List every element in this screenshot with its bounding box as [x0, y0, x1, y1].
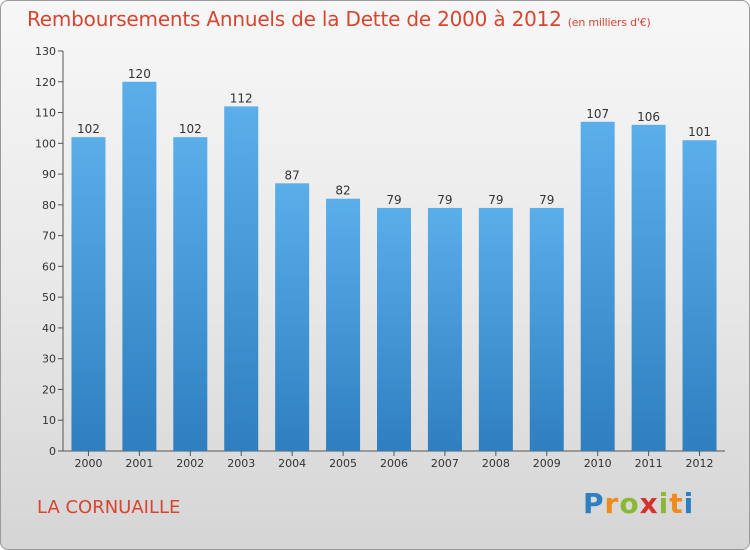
x-tick-label: 2008 — [482, 457, 510, 470]
bar — [529, 207, 564, 451]
logo-letter: t — [669, 487, 684, 520]
bar — [682, 140, 717, 451]
bar — [631, 124, 666, 451]
data-label: 102 — [179, 122, 202, 136]
y-tick-label: 20 — [42, 383, 56, 396]
data-label: 79 — [488, 193, 503, 207]
bar — [478, 207, 513, 451]
chart-subtitle: (en milliers d'€) — [567, 16, 651, 29]
logo-letter: o — [619, 487, 640, 520]
data-label: 87 — [285, 168, 300, 182]
y-tick-label: 0 — [49, 445, 56, 458]
x-tick-label: 2002 — [176, 457, 204, 470]
proxiti-logo: Proxiti — [583, 487, 694, 520]
bar — [71, 137, 106, 451]
data-label: 79 — [437, 193, 452, 207]
data-label: 102 — [77, 122, 100, 136]
y-tick-label: 80 — [42, 199, 56, 212]
y-tick-label: 130 — [35, 45, 56, 58]
y-tick-label: 90 — [42, 168, 56, 181]
bar — [427, 207, 462, 451]
x-tick-label: 2012 — [686, 457, 714, 470]
y-tick-label: 110 — [35, 107, 56, 120]
x-tick-label: 2010 — [584, 457, 612, 470]
data-label: 106 — [637, 110, 660, 124]
y-tick-label: 70 — [42, 230, 56, 243]
bar — [580, 121, 615, 452]
x-tick-label: 2004 — [278, 457, 306, 470]
data-label: 120 — [128, 67, 151, 81]
logo-letter: i — [658, 487, 670, 520]
x-tick-label: 2005 — [329, 457, 357, 470]
bar — [326, 198, 361, 451]
data-label: 82 — [335, 184, 350, 198]
data-label: 79 — [386, 193, 401, 207]
y-tick-label: 10 — [42, 414, 56, 427]
bar — [224, 106, 259, 451]
data-label: 101 — [688, 125, 711, 139]
x-tick-label: 2011 — [635, 457, 663, 470]
x-tick-label: 2006 — [380, 457, 408, 470]
x-tick-label: 2000 — [74, 457, 102, 470]
commune-name: LA CORNUAILLE — [37, 497, 181, 518]
y-tick-label: 30 — [42, 353, 56, 366]
x-tick-label: 2007 — [431, 457, 459, 470]
x-tick-label: 2009 — [533, 457, 561, 470]
logo-letter: P — [583, 487, 605, 520]
bar — [122, 81, 157, 452]
y-tick-label: 100 — [35, 137, 56, 150]
bar — [275, 183, 310, 452]
bar — [173, 137, 208, 451]
chart-title: Remboursements Annuels de la Dette de 20… — [27, 7, 651, 31]
y-tick-label: 50 — [42, 291, 56, 304]
y-tick-label: 120 — [35, 76, 56, 89]
data-label: 107 — [586, 107, 609, 121]
logo-letter: i — [683, 487, 695, 520]
data-label: 112 — [230, 91, 253, 105]
y-tick-label: 60 — [42, 260, 56, 273]
x-tick-label: 2001 — [125, 457, 153, 470]
logo-letter: x — [639, 487, 659, 520]
logo-letter: r — [604, 487, 620, 520]
data-label: 79 — [539, 193, 554, 207]
y-tick-label: 40 — [42, 322, 56, 335]
x-tick-label: 2003 — [227, 457, 255, 470]
bar — [377, 207, 411, 451]
